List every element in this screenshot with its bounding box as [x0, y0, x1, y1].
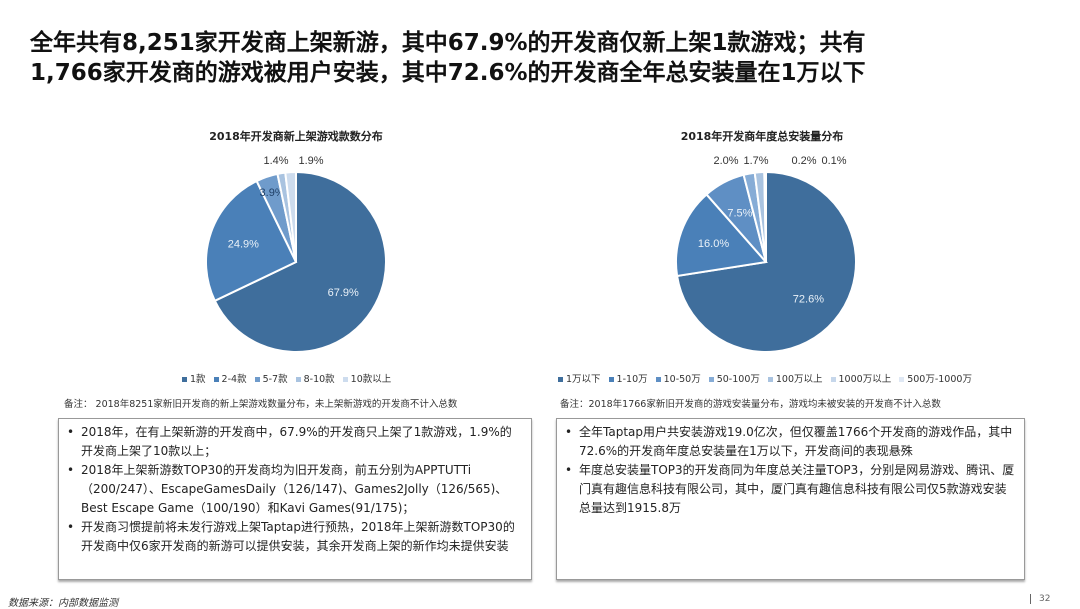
legend-label: 2-4款: [221, 374, 247, 385]
legend-swatch: [767, 377, 773, 382]
pie-slice: [764, 170, 767, 263]
headline-line-2: 1,766家开发商的游戏被用户安装，其中72.6%的开发商全年总安装量在1万以下: [30, 60, 866, 86]
legend-label: 10款以上: [350, 374, 392, 385]
legend-label: 100万以上: [775, 374, 823, 385]
left-summary-box: 2018年，在有上架新游的开发商中，67.9%的开发商只上架了1款游戏，1.9%…: [58, 418, 532, 580]
legend-swatch: [655, 377, 661, 382]
headline: 全年共有8,251家开发商上架新游，其中67.9%的开发商仅新上架1款游戏；共有…: [30, 28, 1060, 88]
legend-swatch: [342, 377, 348, 382]
data-label: 1.9%: [298, 155, 323, 167]
legend-swatch: [830, 377, 836, 382]
data-label: 0.2%: [791, 155, 816, 167]
legend-item: 10-50万: [655, 371, 701, 385]
legend-label: 5-7款: [262, 374, 288, 385]
legend-swatch: [213, 377, 219, 382]
legend-item: 1-10万: [608, 371, 648, 385]
data-label: 1.7%: [743, 155, 768, 167]
legend-right: 1万以下 1-10万 10-50万 50-100万 100万以上 1000万以上 500万-…: [558, 371, 972, 385]
data-label: 2.0%: [713, 155, 738, 167]
legend-item: 100万以上: [767, 371, 823, 385]
legend-label: 1万以下: [566, 374, 601, 385]
legend-swatch: [558, 377, 563, 382]
legend-label: 1000万以上: [838, 374, 892, 385]
legend-label: 10-50万: [663, 374, 701, 385]
legend-item: 1款: [182, 371, 206, 385]
right-bullet: 年度总安装量TOP3的开发商同为年度总关注量TOP3，分别是网易游戏、腾讯、厦门…: [565, 461, 1016, 518]
legend-label: 8-10款: [303, 374, 335, 385]
legend-swatch: [182, 377, 187, 382]
legend-item: 8-10款: [295, 371, 335, 385]
pie-slice: [284, 170, 297, 263]
data-label: 16.0%: [698, 238, 729, 250]
legend-swatch: [708, 377, 714, 382]
legend-swatch: [899, 377, 905, 382]
left-bullet: 2018年，在有上架新游的开发商中，67.9%的开发商只上架了1款游戏，1.9%…: [67, 423, 523, 461]
pie-chart-left: 67.9% 24.9% 3.9% 1.4% 1.9%: [205, 155, 387, 353]
data-label: 0.1%: [821, 155, 846, 167]
data-source: 数据来源：内部数据监测: [8, 598, 118, 609]
data-label: 72.6%: [793, 293, 824, 305]
chart-title-right: 2018年开发商年度总安装量分布: [680, 130, 844, 143]
legend-swatch: [608, 377, 614, 382]
data-label: 24.9%: [228, 239, 259, 251]
legend-label: 1款: [190, 374, 206, 385]
note-left: 备注： 2018年8251家新旧开发商的新上架游戏数量分布，未上架新游戏的开发商…: [64, 399, 458, 410]
left-bullet: 2018年上架新游数TOP30的开发商均为旧开发商，前五分别为APPTUTTi（…: [67, 461, 523, 518]
chart-title-left: 2018年开发商新上架游戏款数分布: [209, 130, 383, 143]
pie-slice: [213, 170, 387, 353]
legend-item: 1000万以上: [830, 371, 892, 385]
legend-item: 1万以下: [558, 371, 601, 385]
legend-left: 1款 2-4款 5-7款 8-10款 10款以上: [182, 371, 391, 385]
legend-label: 50-100万: [716, 374, 760, 385]
pie-slice: [675, 193, 768, 278]
legend-swatch: [295, 377, 301, 382]
pie-slice: [205, 179, 298, 303]
data-label: 3.9%: [260, 187, 285, 199]
page-number: 32: [1030, 594, 1050, 604]
legend-label: 1-10万: [616, 374, 648, 385]
right-bullet: 全年Taptap用户共安装游戏19.0亿次，但仅覆盖1766个开发商的游戏作品，…: [565, 423, 1016, 461]
legend-item: 10款以上: [342, 371, 392, 385]
legend-swatch: [254, 377, 260, 382]
legend-item: 5-7款: [254, 371, 288, 385]
right-summary-box: 全年Taptap用户共安装游戏19.0亿次，但仅覆盖1766个开发商的游戏作品，…: [556, 418, 1025, 580]
headline-line-1: 全年共有8,251家开发商上架新游，其中67.9%的开发商仅新上架1款游戏；共有: [30, 30, 866, 56]
note-right: 备注：2018年1766家新旧开发商的游戏安装量分布，游戏均未被安装的开发商不计…: [560, 399, 941, 410]
legend-item: 50-100万: [708, 371, 760, 385]
left-bullet: 开发商习惯提前将未发行游戏上架Taptap进行预热，2018年上架新游数TOP3…: [67, 518, 523, 556]
pie-chart-right: 72.6% 16.0% 7.5% 2.0% 1.7% 0.2% 0.1%: [675, 155, 857, 353]
data-label: 7.5%: [727, 208, 752, 220]
legend-item: 500万-1000万: [899, 371, 972, 385]
legend-item: 2-4款: [213, 371, 247, 385]
legend-label: 500万-1000万: [907, 374, 972, 385]
data-label: 1.4%: [263, 155, 288, 167]
data-label: 67.9%: [328, 287, 359, 299]
